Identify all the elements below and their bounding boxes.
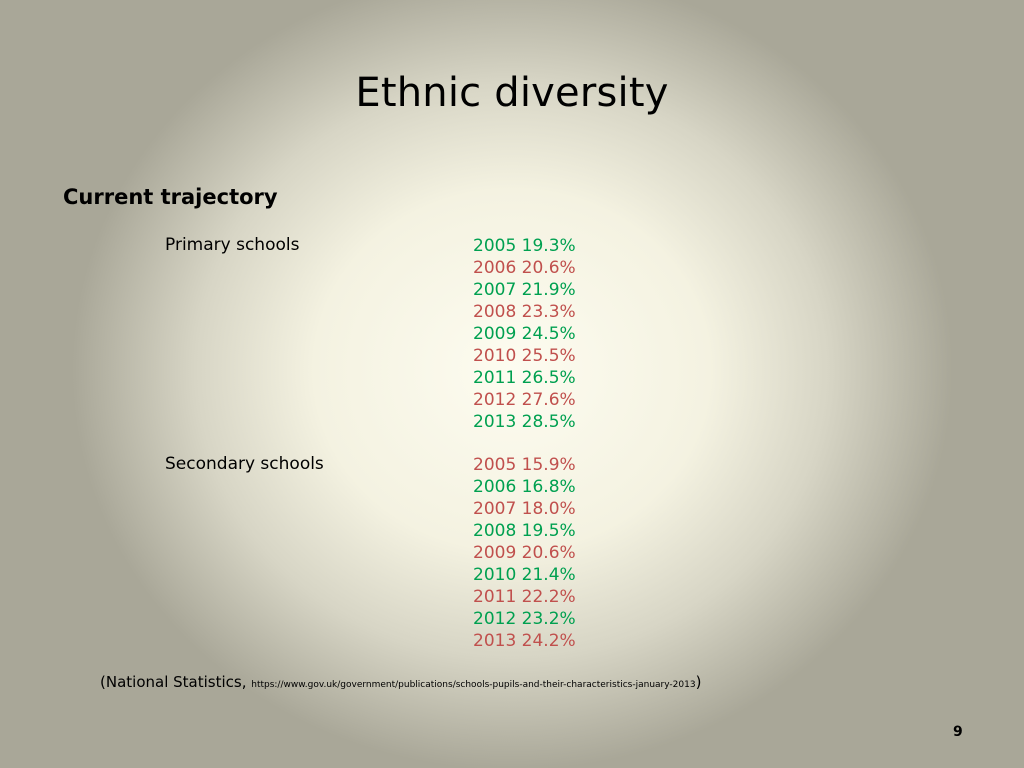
year-value-item: 2012 27.6% <box>473 390 576 410</box>
year-value-item: 2008 23.3% <box>473 302 576 322</box>
year-value-item: 2006 20.6% <box>473 258 576 278</box>
year-value-item: 2011 26.5% <box>473 368 576 388</box>
year-value-item: 2013 28.5% <box>473 412 576 432</box>
slide-title: Ethnic diversity <box>355 70 669 116</box>
source-citation: (National Statistics, https://www.gov.uk… <box>100 673 701 691</box>
year-value-item: 2006 16.8% <box>473 477 576 497</box>
source-prefix: (National Statistics, <box>100 673 252 691</box>
primary-schools-label: Primary schools <box>165 235 300 255</box>
year-value-item: 2005 15.9% <box>473 455 576 475</box>
source-url: https://www.gov.uk/government/publicatio… <box>251 680 696 690</box>
year-value-item: 2008 19.5% <box>473 521 576 541</box>
year-value-item: 2010 21.4% <box>473 565 576 585</box>
page-number: 9 <box>953 724 963 740</box>
year-value-item: 2007 18.0% <box>473 499 576 519</box>
source-suffix: ) <box>695 673 702 691</box>
primary-schools-list: 2005 19.3% 2006 20.6% 2007 21.9% 2008 23.3%… <box>473 235 576 433</box>
secondary-schools-label: Secondary schools <box>165 454 324 474</box>
year-value-item: 2007 21.9% <box>473 280 576 300</box>
year-value-item: 2005 19.3% <box>473 236 576 256</box>
year-value-item: 2009 20.6% <box>473 543 576 563</box>
section-subtitle: Current trajectory <box>63 185 278 209</box>
secondary-schools-list: 2005 15.9% 2006 16.8% 2007 18.0% 2008 19.5%… <box>473 454 576 652</box>
year-value-item: 2009 24.5% <box>473 324 576 344</box>
year-value-item: 2011 22.2% <box>473 587 576 607</box>
year-value-item: 2013 24.2% <box>473 631 576 651</box>
year-value-item: 2010 25.5% <box>473 346 576 366</box>
year-value-item: 2012 23.2% <box>473 609 576 629</box>
